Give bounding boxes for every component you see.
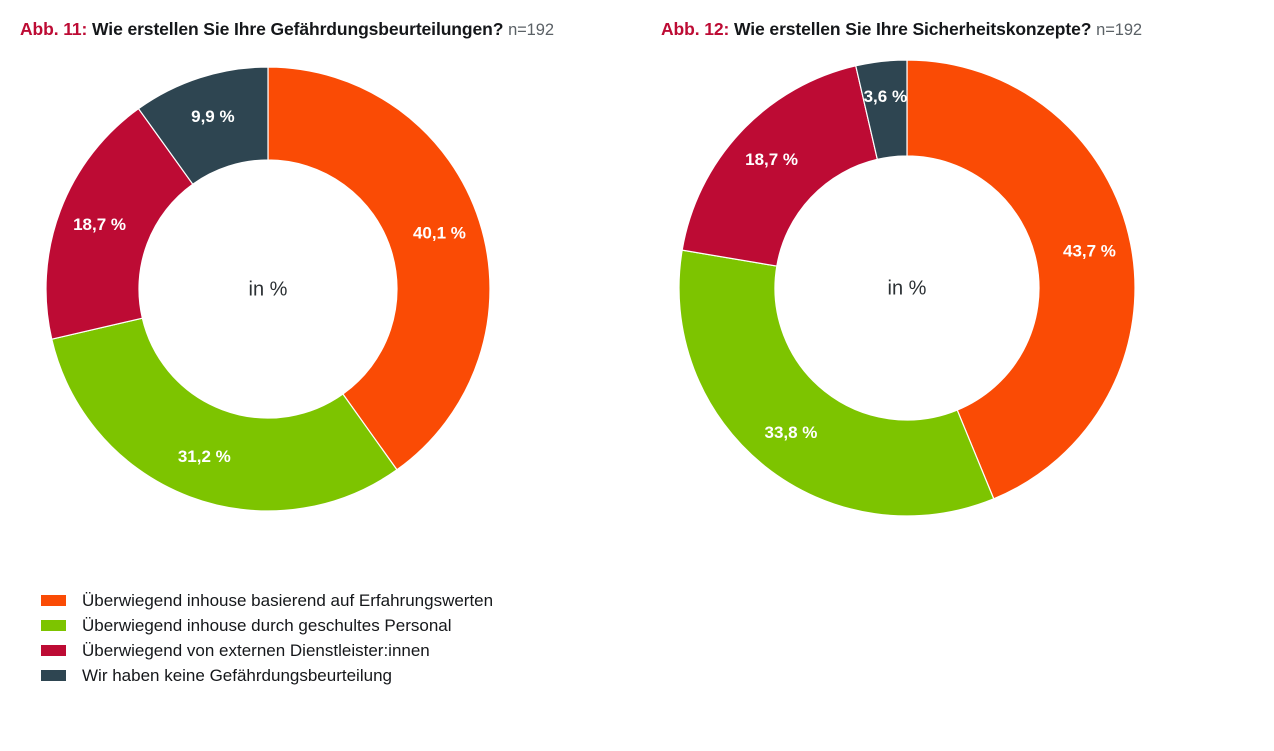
slice-value-label: 3,6 %	[864, 87, 907, 106]
figure-abb-11: Abb. 11: Wie erstellen Sie Ihre Gefährdu…	[20, 18, 645, 688]
donut-slice[interactable]	[51, 317, 398, 512]
figure-abb-12: Abb. 12: Wie erstellen Sie Ihre Sicherhe…	[645, 0, 1274, 751]
slice-value-label: 18,7 %	[73, 215, 126, 234]
legend-item[interactable]: Überwiegend inhouse durch geschultes Per…	[41, 613, 493, 638]
legend-swatch-icon	[41, 620, 66, 631]
slice-value-label: 18,7 %	[745, 150, 798, 169]
slice-value-label: 31,2 %	[178, 447, 231, 466]
figure-sample-size-label: n=192	[1096, 21, 1142, 39]
donut-slice[interactable]	[906, 59, 1136, 500]
legend-swatch-icon	[41, 595, 66, 606]
donut-chart-abb-11: 40,1 % 31,2 % 18,7 % 9,9 % in %	[42, 63, 645, 515]
donut-svg-abb-12: 43,7 % 33,8 % 18,7 % 3,6 % in %	[678, 59, 1136, 517]
donut-center-label: in %	[249, 278, 288, 300]
donut-slice[interactable]	[45, 107, 194, 340]
legend-item-label: Überwiegend von externen Dienstleister:i…	[82, 640, 430, 660]
legend-item[interactable]: Überwiegend von externen Dienstleister:i…	[41, 638, 493, 663]
donut-slice[interactable]	[681, 65, 879, 267]
legend-item-label: Überwiegend inhouse durch geschultes Per…	[82, 615, 452, 635]
figure-question-label: Wie erstellen Sie Ihre Gefährdungsbeurte…	[92, 19, 504, 39]
figure-question-label: Wie erstellen Sie Ihre Sicherheitskonzep…	[734, 19, 1092, 39]
legend-item[interactable]: Wir haben keine Gefährdungsbeurteilung	[41, 663, 493, 688]
figure-number-label: Abb. 12:	[661, 19, 730, 39]
figure-number-label: Abb. 11:	[20, 19, 88, 39]
legend-item-label: Überwiegend inhouse basierend auf Erfahr…	[82, 590, 494, 610]
legend-item-label: Wir haben keine Gefährdungsbeurteilung	[82, 665, 392, 685]
page-title-abb-11: Abb. 11: Wie erstellen Sie Ihre Gefährdu…	[20, 18, 645, 41]
legend-item[interactable]: Überwiegend inhouse basierend auf Erfahr…	[41, 588, 493, 613]
donut-slice[interactable]	[267, 66, 491, 471]
slice-value-label: 9,9 %	[191, 107, 234, 126]
slice-value-label: 40,1 %	[413, 224, 466, 243]
donut-chart-abb-12: 43,7 % 33,8 % 18,7 % 3,6 % in %	[676, 57, 1274, 519]
donut-center-label: in %	[888, 277, 927, 299]
donut-svg-abb-11: 40,1 % 31,2 % 18,7 % 9,9 % in %	[45, 66, 491, 512]
donut-slice[interactable]	[855, 59, 908, 161]
figure-sample-size-label: n=192	[508, 21, 554, 39]
donut-slice[interactable]	[137, 66, 269, 186]
page-title-abb-12: Abb. 12: Wie erstellen Sie Ihre Sicherhe…	[661, 18, 1274, 41]
legend-swatch-icon	[41, 670, 66, 681]
slice-value-label: 43,7 %	[1063, 241, 1116, 260]
slice-value-label: 33,8 %	[764, 423, 817, 442]
donut-slice[interactable]	[678, 249, 995, 517]
legend-abb-11: Überwiegend inhouse basierend auf Erfahr…	[41, 588, 493, 688]
legend-swatch-icon	[41, 645, 66, 656]
